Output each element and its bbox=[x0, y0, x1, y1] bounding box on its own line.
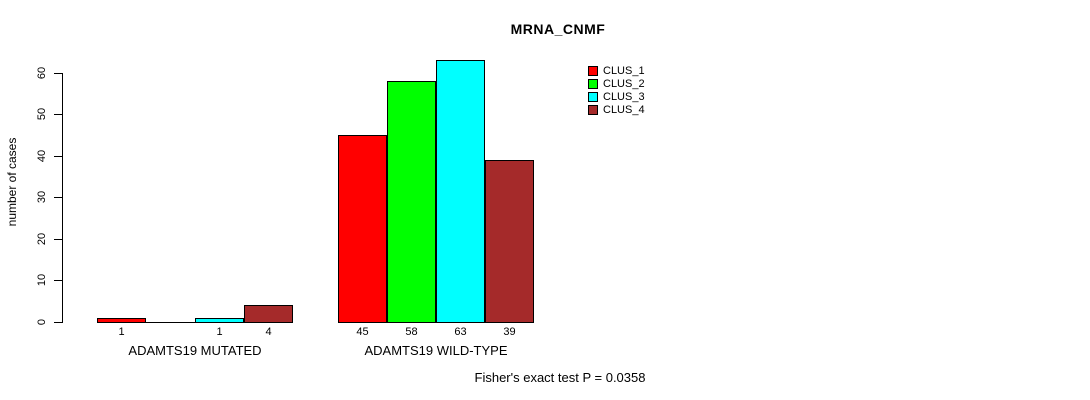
legend-row: CLUS_4 bbox=[588, 103, 645, 116]
legend: CLUS_1 CLUS_2 CLUS_3 CLUS_4 bbox=[588, 64, 645, 116]
bar-clus_1 bbox=[97, 318, 146, 323]
x-group-label: ADAMTS19 WILD-TYPE bbox=[364, 343, 508, 358]
y-tick-mark bbox=[54, 322, 62, 323]
bar-value-label: 58 bbox=[405, 326, 418, 338]
y-tick-label: 10 bbox=[36, 274, 48, 287]
bar-clus_3 bbox=[195, 318, 244, 323]
bar-value-label: 4 bbox=[265, 326, 272, 338]
legend-swatch-icon bbox=[588, 104, 598, 115]
bar-value-label: 39 bbox=[503, 326, 516, 338]
bar-clus_3 bbox=[436, 60, 485, 323]
bar-value-label: 1 bbox=[216, 326, 223, 338]
y-tick-mark bbox=[54, 155, 62, 157]
legend-label: CLUS_4 bbox=[603, 103, 645, 116]
legend-row: CLUS_2 bbox=[588, 77, 645, 90]
legend-label: CLUS_3 bbox=[603, 90, 645, 103]
y-tick-label: 60 bbox=[36, 66, 48, 79]
y-tick-label: 30 bbox=[36, 191, 48, 204]
y-axis-line bbox=[62, 72, 63, 323]
bar-value-label: 45 bbox=[356, 326, 369, 338]
y-tick-mark bbox=[54, 238, 62, 240]
y-tick-mark bbox=[54, 280, 62, 282]
x-group-label: ADAMTS19 MUTATED bbox=[128, 343, 262, 358]
legend-swatch-icon bbox=[588, 78, 598, 89]
legend-swatch-icon bbox=[588, 65, 598, 76]
y-tick-mark bbox=[54, 197, 62, 199]
annotation-text: Fisher's exact test P = 0.0358 bbox=[474, 370, 646, 385]
y-tick-label: 40 bbox=[36, 149, 48, 162]
bar-value-label: 1 bbox=[118, 326, 125, 338]
bar-clus_2 bbox=[387, 81, 436, 323]
y-tick-label: 0 bbox=[36, 318, 48, 326]
legend-label: CLUS_2 bbox=[603, 77, 645, 90]
bar-clus_4 bbox=[244, 305, 293, 323]
legend-row: CLUS_1 bbox=[588, 64, 645, 77]
bar-value-label: 63 bbox=[454, 326, 467, 338]
bar-clus_2-zero bbox=[146, 322, 196, 323]
legend-swatch-icon bbox=[588, 91, 598, 102]
bar-clus_4 bbox=[485, 160, 534, 323]
chart-title: MRNA_CNMF bbox=[510, 21, 606, 37]
y-tick-mark bbox=[54, 72, 62, 74]
bar-clus_1 bbox=[338, 135, 387, 323]
y-tick-label: 20 bbox=[36, 232, 48, 246]
y-tick-label: 50 bbox=[36, 108, 48, 121]
legend-row: CLUS_3 bbox=[588, 90, 645, 103]
y-axis-label: number of cases bbox=[5, 137, 19, 227]
legend-label: CLUS_1 bbox=[603, 64, 645, 77]
y-tick-mark bbox=[54, 114, 62, 116]
